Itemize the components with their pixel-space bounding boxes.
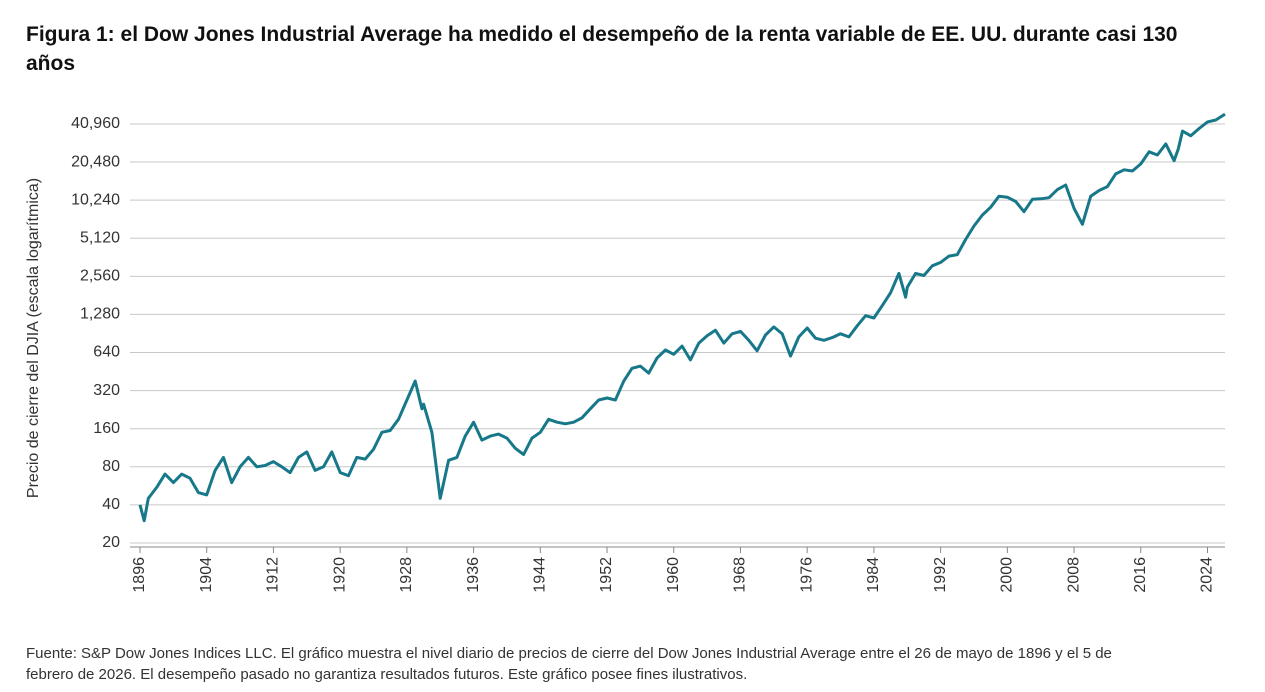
x-tick-label: 1976 [798,557,815,593]
x-tick-label: 1936 [465,557,482,593]
x-tick-label: 1952 [598,557,615,593]
data-line [138,112,1226,523]
x-tick-label: 1992 [932,557,949,593]
y-tick-label: 5,120 [80,229,120,246]
x-tick-label: 2008 [1065,557,1082,593]
y-tick-label: 320 [93,382,120,399]
y-tick-label: 1,280 [80,306,120,323]
x-tick-label: 1904 [198,557,215,593]
y-tick-label: 2,560 [80,268,120,285]
y-tick-label: 20 [102,534,120,551]
x-tick-label: 1928 [398,557,415,593]
y-tick-label: 640 [93,344,120,361]
x-tick-label: 1968 [732,557,749,593]
x-tick-label: 1944 [532,557,549,593]
x-tick-label: 1920 [331,557,348,593]
x-tick-label: 1984 [865,557,882,593]
chart-title: Figura 1: el Dow Jones Industrial Averag… [26,23,1178,75]
x-tick-label: 2024 [1199,557,1216,593]
x-tick-label: 1896 [131,557,148,593]
chart: Precio de cierre del DJIA (escala logarí… [25,112,1226,593]
y-tick-label: 80 [102,458,120,475]
y-tick-label: 160 [93,420,120,437]
x-tick-label: 1960 [665,557,682,593]
y-tick-label: 40 [102,496,120,513]
x-tick-label: 1912 [265,557,282,593]
y-tick-label: 10,240 [71,191,120,208]
x-tick-label: 2016 [1132,557,1149,593]
y-tick-label: 40,960 [71,115,120,132]
y-axis-label: Precio de cierre del DJIA (escala logarí… [25,178,42,498]
y-tick-label: 20,480 [71,153,120,170]
x-tick-label: 2000 [999,557,1016,593]
source-note: Fuente: S&P Dow Jones Indices LLC. El gr… [26,645,1112,683]
